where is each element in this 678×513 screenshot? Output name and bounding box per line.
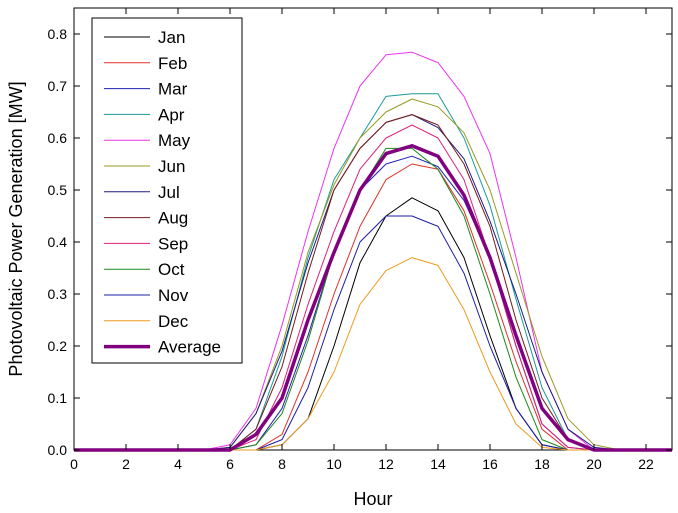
legend-label-sep: Sep [158, 234, 188, 253]
y-tick-label: 0.5 [48, 182, 68, 198]
legend-label-nov: Nov [158, 286, 189, 305]
y-axis-ticks: 0.0 0.1 0.2 0.3 0.4 0.5 0.6 0.7 0.8 [48, 26, 672, 458]
series-layer [74, 51, 672, 452]
plot-frame [73, 7, 673, 451]
x-tick-label: 10 [326, 456, 342, 472]
y-tick-label: 0.7 [48, 78, 68, 94]
legend: Jan Feb Mar Apr May Jun Jul Aug Sep Oct Nov Dec Aver… [91, 17, 243, 364]
legend-label-jun: Jun [158, 157, 185, 176]
legend-label-oct: Oct [158, 260, 185, 279]
legend-items: Jan Feb Mar Apr May Jun Jul Aug Sep Oct Nov Dec Aver… [104, 28, 221, 357]
y-tick-label: 0.3 [48, 286, 68, 302]
x-axis-ticks: 0 2 4 6 8 10 12 14 16 18 20 22 [70, 8, 654, 472]
legend-label-jan: Jan [158, 28, 185, 47]
y-tick-label: 0.0 [48, 442, 68, 458]
y-tick-label: 0.1 [48, 390, 68, 406]
legend-label-mar: Mar [158, 80, 188, 99]
x-tick-label: 22 [638, 456, 654, 472]
x-tick-label: 8 [278, 456, 286, 472]
legend-label-jul: Jul [158, 183, 180, 202]
legend-label-dec: Dec [158, 312, 189, 331]
y-tick-label: 0.2 [48, 338, 68, 354]
x-tick-label: 4 [174, 456, 182, 472]
x-tick-label: 20 [586, 456, 602, 472]
legend-label-may: May [158, 131, 191, 150]
plot-area: 0 2 4 6 8 10 12 14 16 18 20 22 0.00.10.20.30.40.50.… [48, 7, 673, 472]
legend-label-apr: Apr [158, 105, 185, 124]
legend-box [91, 17, 243, 364]
legend-label-average: Average [158, 338, 221, 357]
y-tick-label: 0.6 [48, 130, 68, 146]
y-tick-label: 0.4 [48, 234, 68, 250]
y-tick-label: 0.8 [48, 26, 68, 42]
legend-label-feb: Feb [158, 54, 187, 73]
legend-label-aug: Aug [158, 209, 188, 228]
x-tick-label: 6 [226, 456, 234, 472]
x-tick-label: 18 [534, 456, 550, 472]
x-tick-label: 16 [482, 456, 498, 472]
series-line-average [74, 144, 672, 452]
x-tick-label: 0 [70, 456, 78, 472]
x-tick-label: 14 [430, 456, 446, 472]
x-tick-label: 2 [122, 456, 130, 472]
x-axis-label: Hour [353, 489, 392, 509]
y-axis-label: Photovoltaic Power Generation [MW] [6, 81, 26, 376]
x-tick-label: 12 [378, 456, 394, 472]
